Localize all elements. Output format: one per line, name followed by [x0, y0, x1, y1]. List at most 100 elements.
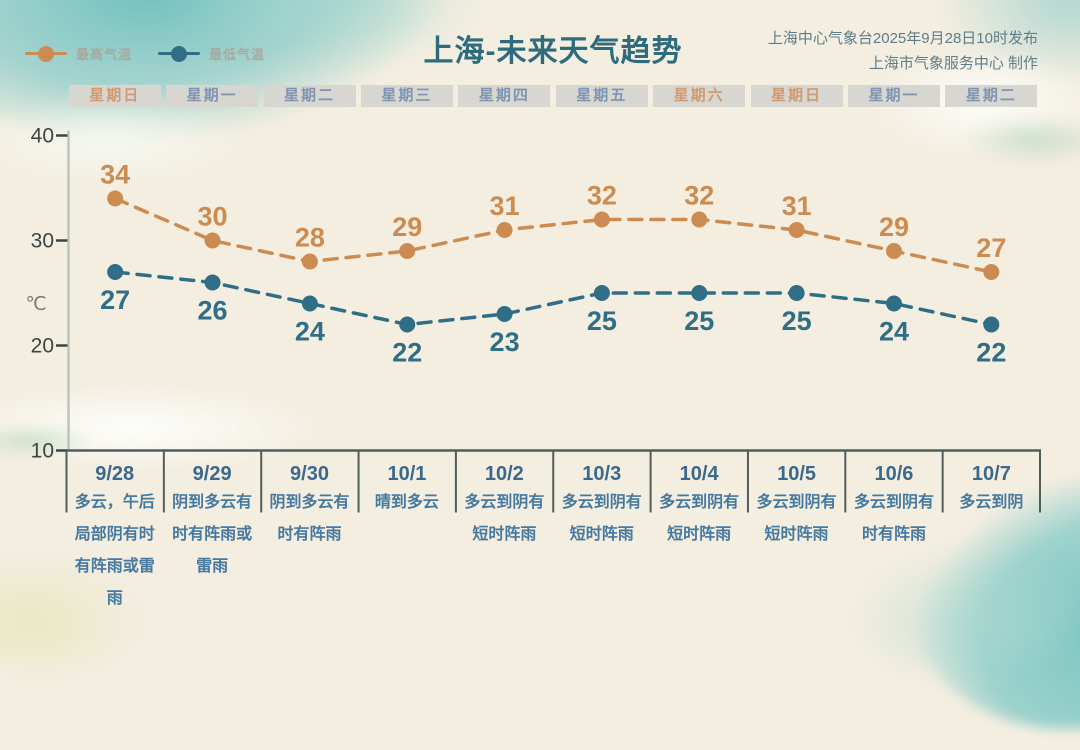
high-temp-point [301, 253, 318, 270]
high-temp-point [885, 243, 902, 259]
temperature-chart: 40 30 20 10 ℃ 34 30 28 29 31 32 32 31 29 27 27 26 24 22 23 2… [25, 125, 1041, 513]
legend-item-low: 最低气温 [158, 44, 265, 63]
high-temp-point [593, 211, 610, 228]
forecast-column: 10/5 多云到阴有短时阵雨 [748, 452, 845, 615]
high-temp-point [204, 232, 221, 249]
weekday-box: 星期四 [458, 85, 551, 107]
low-temp-point [788, 285, 805, 301]
forecast-weather: 阴到多云有时有阵雨 [269, 494, 350, 543]
forecast-date: 9/30 [290, 463, 329, 485]
weekday-cell: 星期六 [650, 85, 747, 107]
low-temp-value-label: 27 [100, 285, 130, 315]
high-temp-value-label: 34 [100, 160, 130, 190]
forecast-date: 10/2 [484, 463, 524, 485]
low-temp-point [204, 274, 221, 291]
low-temp-value-label: 25 [684, 306, 714, 336]
low-temp-point [983, 316, 1000, 333]
weekday-box: 星期一 [847, 85, 940, 107]
low-temp-marker-icon [158, 45, 201, 62]
weekday-box: 星期六 [653, 85, 746, 107]
chart-legend: 最高气温 最低气温 [25, 44, 265, 63]
legend-high-label: 最高气温 [76, 47, 133, 62]
weekday-box: 星期日 [750, 85, 843, 107]
y-axis-tick-label: 10 [31, 440, 54, 463]
forecast-column: 10/2 多云到阴有短时阵雨 [456, 452, 553, 615]
weekday-cell: 星期四 [456, 85, 553, 107]
forecast-weather: 多云到阴有短时阵雨 [464, 494, 545, 543]
weekday-cell: 星期日 [748, 85, 845, 107]
high-temp-value-label: 31 [782, 191, 812, 221]
weekday-box: 星期日 [68, 85, 161, 107]
high-temp-value-label: 29 [392, 212, 422, 242]
weekday-cell: 星期二 [261, 85, 358, 107]
publish-info: 上海中心气象台2025年9月28日10时发布 上海市气象服务中心 制作 [768, 26, 1038, 76]
forecast-column: 10/1 晴到多云 [358, 452, 455, 615]
high-temp-point [496, 222, 513, 238]
high-temp-point [399, 243, 416, 259]
low-temp-point [691, 285, 708, 301]
forecast-date: 9/28 [95, 463, 135, 485]
low-temp-value-label: 25 [782, 306, 812, 336]
forecast-column: 10/3 多云到阴有短时阵雨 [553, 452, 650, 615]
weekday-box: 星期一 [166, 85, 259, 107]
low-temp-value-label: 24 [879, 317, 909, 347]
low-temp-value-label: 23 [490, 327, 520, 357]
low-temp-point [107, 264, 124, 280]
weekday-cell: 星期五 [553, 85, 650, 107]
forecast-weather: 多云到阴有短时阵雨 [756, 494, 837, 543]
high-temp-point [788, 222, 805, 238]
high-temp-value-label: 30 [198, 202, 228, 232]
y-axis-tick-label: 30 [31, 230, 54, 253]
low-temp-point [885, 295, 902, 312]
low-temp-point [301, 295, 318, 312]
high-temp-line [113, 196, 994, 274]
weekday-cell: 星期二 [943, 85, 1040, 107]
low-temp-value-label: 22 [976, 338, 1006, 368]
high-temp-value-label: 27 [976, 233, 1006, 263]
low-temp-value-label: 25 [587, 306, 617, 336]
y-axis-tick-label: 40 [31, 125, 54, 148]
y-axis-tick-label: 20 [31, 335, 54, 358]
weekday-cell: 星期日 [66, 85, 163, 107]
forecast-weather: 多云到阴有短时阵雨 [659, 494, 740, 543]
forecast-column: 10/4 多云到阴有短时阵雨 [650, 452, 747, 615]
weekday-box: 星期三 [360, 85, 453, 107]
publish-line1: 上海中心气象台2025年9月28日10时发布 [767, 30, 1038, 47]
low-temp-point [496, 306, 513, 322]
forecast-date: 10/3 [582, 463, 622, 485]
high-temp-marker-icon [25, 45, 67, 62]
high-temp-point [983, 264, 1000, 280]
high-temp-point [107, 190, 124, 207]
low-temp-point [593, 285, 610, 301]
forecast-column: 9/30 阴到多云有时有阵雨 [261, 452, 358, 615]
legend-item-high: 最高气温 [25, 44, 132, 63]
high-temp-value-label: 29 [879, 212, 909, 242]
forecast-weather: 多云到阴有短时阵雨 [561, 494, 642, 543]
forecast-weather: 晴到多云 [374, 494, 439, 511]
high-temp-point [691, 211, 708, 228]
low-temp-line [113, 270, 994, 327]
weekday-cell: 星期一 [163, 85, 260, 107]
legend-low-label: 最低气温 [209, 47, 266, 62]
forecast-date: 9/29 [192, 463, 232, 485]
weekday-box: 星期二 [945, 85, 1038, 107]
low-temp-value-label: 24 [295, 317, 325, 347]
forecast-column: 9/29 阴到多云有时有阵雨或雷雨 [163, 452, 260, 615]
high-temp-value-label: 32 [684, 181, 714, 211]
low-temp-value-label: 22 [392, 338, 422, 368]
forecast-date: 10/1 [387, 463, 427, 485]
forecast-date: 10/5 [777, 463, 817, 485]
high-temp-value-label: 32 [587, 181, 617, 211]
page-title: 上海-未来天气趋势 [423, 35, 683, 68]
weekday-cell: 星期三 [358, 85, 455, 107]
weekday-row: 星期日 星期一 星期二 星期三 星期四 星期五 星期六 星期日 星期一 星期二 [66, 85, 1040, 107]
forecast-weather: 阴到多云有时有阵雨或雷雨 [172, 494, 253, 575]
forecast-date: 10/4 [679, 463, 719, 485]
weekday-box: 星期二 [263, 85, 356, 107]
publish-line2: 上海市气象服务中心 制作 [868, 55, 1038, 72]
weekday-box: 星期五 [555, 85, 648, 107]
high-temp-value-label: 28 [295, 223, 325, 253]
low-temp-point [399, 316, 416, 333]
weekday-cell: 星期一 [845, 85, 942, 107]
y-axis-unit-label: ℃ [25, 294, 46, 315]
